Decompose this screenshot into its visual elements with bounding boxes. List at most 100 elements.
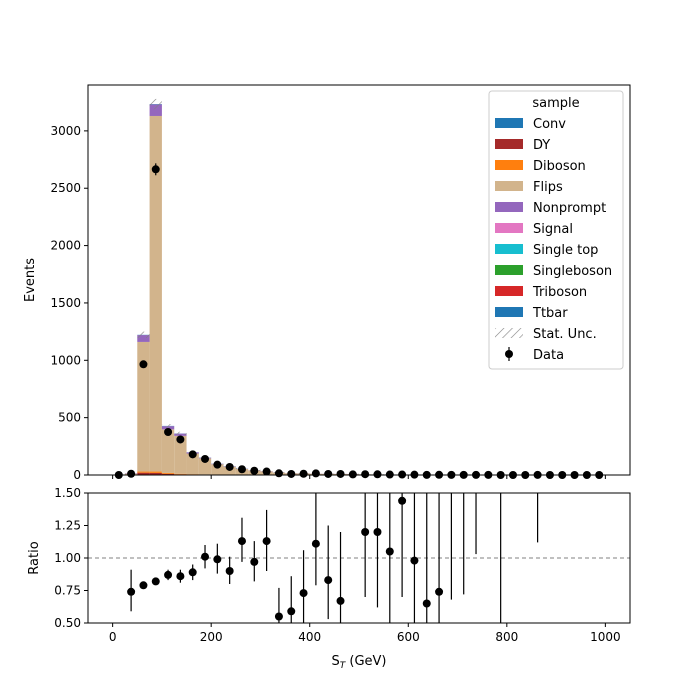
ratio-ytick-label: 0.50 bbox=[54, 616, 81, 630]
stack-bar-flips bbox=[149, 115, 162, 472]
ratio-xtick-label: 200 bbox=[200, 630, 223, 644]
ratio-point bbox=[398, 496, 407, 505]
stack-bar-dy bbox=[137, 472, 150, 475]
ratio-point bbox=[274, 612, 283, 621]
legend-label: Signal bbox=[533, 222, 573, 237]
data-point bbox=[274, 469, 283, 478]
ratio-point bbox=[422, 599, 431, 608]
ratio-point bbox=[299, 589, 308, 598]
ratio-xtick-label: 0 bbox=[109, 630, 117, 644]
main-panel: 0 500 1000 1500 2000 2500 3000 bbox=[50, 84, 631, 482]
ratio-xtick-label: 600 bbox=[397, 630, 420, 644]
stat-unc-band bbox=[149, 98, 162, 110]
legend-label: DY bbox=[533, 138, 550, 153]
data-point bbox=[139, 360, 148, 369]
data-point bbox=[151, 165, 160, 174]
ratio-point bbox=[324, 576, 333, 585]
ratio-point bbox=[225, 567, 234, 575]
ratio-point bbox=[361, 528, 370, 536]
stat-unc-band bbox=[137, 331, 150, 339]
data-point bbox=[164, 427, 173, 436]
stat-unc-band bbox=[174, 431, 187, 436]
stack-bar-dy bbox=[161, 473, 175, 475]
legend-swatch bbox=[495, 265, 523, 275]
legend-swatch bbox=[505, 347, 513, 361]
data-point bbox=[176, 435, 185, 444]
data-point bbox=[201, 454, 210, 463]
legend-label: Flips bbox=[533, 180, 563, 195]
legend-swatch bbox=[495, 223, 523, 233]
main-ytick-label: 1000 bbox=[50, 353, 81, 367]
data-point bbox=[262, 467, 271, 476]
legend-label: Triboson bbox=[532, 285, 587, 300]
stack-bar-nonprompt bbox=[137, 335, 150, 342]
legend-label: Nonprompt bbox=[533, 201, 606, 216]
data-point bbox=[237, 465, 246, 474]
legend-label: Conv bbox=[533, 117, 566, 132]
data-point bbox=[361, 470, 370, 479]
legend-label: Stat. Unc. bbox=[533, 327, 597, 342]
data-point bbox=[373, 470, 382, 479]
data-point bbox=[250, 466, 259, 475]
ratio-axes-frame bbox=[87, 492, 631, 624]
data-point bbox=[336, 469, 345, 478]
legend-swatch bbox=[495, 307, 523, 317]
main-ytick-label: 2000 bbox=[50, 239, 81, 253]
data-point bbox=[324, 469, 333, 478]
stat-unc-band bbox=[161, 424, 175, 428]
stack-bar-diboson bbox=[161, 472, 175, 474]
stack-bar-diboson bbox=[149, 471, 162, 473]
legend: sample Conv DY Diboson Flips Nonprompt Signal S… bbox=[488, 90, 624, 370]
stack-bar-flips bbox=[198, 458, 212, 475]
stack-bar-diboson bbox=[174, 473, 187, 475]
legend-swatch bbox=[495, 139, 523, 149]
ratio-ytick-label: 1.25 bbox=[54, 519, 81, 533]
legend-swatch bbox=[495, 160, 523, 170]
legend-swatch bbox=[495, 286, 523, 296]
main-ytick-label: 3000 bbox=[50, 124, 81, 138]
legend-swatch bbox=[495, 202, 523, 212]
ratio-point bbox=[311, 539, 320, 548]
main-ytick-label: 2500 bbox=[50, 181, 81, 195]
stack-bar-nonprompt bbox=[149, 104, 162, 116]
ratio-point bbox=[164, 570, 173, 579]
data-point bbox=[188, 450, 197, 459]
legend-title: sample bbox=[532, 96, 579, 111]
ratio-xtick-label: 800 bbox=[495, 630, 518, 644]
main-ytick-label: 1500 bbox=[50, 296, 81, 310]
legend-label: Single top bbox=[533, 243, 598, 258]
ratio-ytick-label: 1.50 bbox=[54, 486, 81, 500]
xaxis-label: ST (GeV) bbox=[331, 654, 386, 671]
legend-label: Diboson bbox=[533, 159, 586, 174]
main-ytick-label: 0 bbox=[73, 468, 81, 482]
ratio-point bbox=[435, 587, 444, 596]
data-point bbox=[213, 460, 222, 469]
legend-swatch bbox=[495, 328, 523, 338]
ratio-point bbox=[373, 528, 382, 536]
ratio-point bbox=[139, 581, 148, 590]
ratio-point bbox=[201, 552, 210, 561]
ratio-xtick-label: 400 bbox=[298, 630, 321, 644]
legend-label: Data bbox=[533, 348, 564, 363]
ratio-xtick-label: 1000 bbox=[590, 630, 621, 644]
stack-bar-flips bbox=[174, 435, 187, 474]
ratio-point bbox=[127, 587, 136, 596]
stack-bar-diboson bbox=[137, 471, 150, 473]
ratio-ytick-label: 0.75 bbox=[54, 584, 81, 598]
main-ytick-label: 500 bbox=[58, 411, 81, 425]
xaxis-label-unit: (GeV) bbox=[345, 654, 386, 669]
legend-label: Ttbar bbox=[532, 306, 568, 321]
data-point bbox=[127, 469, 136, 478]
ratio-point bbox=[336, 596, 345, 605]
ratio-point bbox=[176, 572, 185, 581]
stack-bar-dy bbox=[149, 472, 162, 475]
ratio-point bbox=[385, 547, 394, 556]
ratio-panel: 0.50 0.75 1.00 1.25 1.50 0 200 400 600 800 1000 bbox=[54, 486, 631, 644]
legend-label: Singleboson bbox=[533, 264, 612, 279]
data-point bbox=[299, 469, 308, 478]
ratio-point bbox=[151, 577, 160, 586]
legend-swatch bbox=[495, 181, 523, 191]
ratio-point bbox=[188, 568, 197, 577]
ratio-ylabel: Ratio bbox=[27, 541, 42, 574]
